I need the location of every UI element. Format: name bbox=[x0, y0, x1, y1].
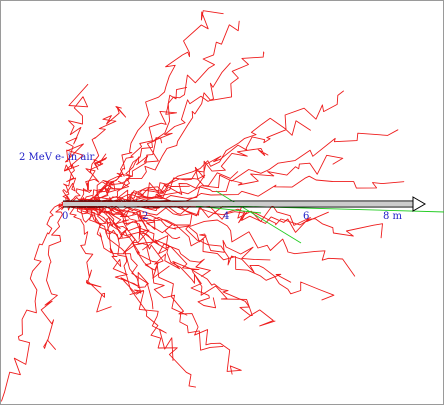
beam-axis-arrow bbox=[63, 196, 426, 212]
axis-tick-label: 8 m bbox=[383, 211, 403, 222]
arrow-shaft-fill bbox=[63, 202, 413, 206]
photon-track bbox=[215, 190, 302, 244]
electron-track bbox=[62, 201, 174, 361]
electron-track bbox=[1, 203, 64, 402]
electron-track bbox=[62, 154, 344, 206]
electron-track bbox=[62, 202, 271, 261]
electron-tracks bbox=[1, 10, 405, 402]
electron-track bbox=[61, 83, 89, 206]
electron-track bbox=[62, 201, 356, 277]
axis-tick-label: 2 bbox=[142, 211, 149, 222]
axis-tick-label: 4 bbox=[223, 211, 230, 222]
electron-track bbox=[62, 202, 242, 375]
electron-track bbox=[62, 20, 240, 207]
electron-track bbox=[62, 51, 265, 207]
axis-tick-label: 0 bbox=[62, 211, 69, 222]
electron-track bbox=[62, 201, 154, 251]
beam-description-label: 2 MeV e- in air bbox=[19, 152, 95, 163]
arrow-head-icon bbox=[412, 196, 426, 212]
electron-track bbox=[62, 203, 112, 313]
electron-track bbox=[62, 10, 224, 205]
electron-track bbox=[62, 106, 127, 207]
electron-track bbox=[62, 129, 399, 206]
axis-tick-label: 6 bbox=[303, 211, 310, 222]
electron-track bbox=[40, 203, 65, 350]
